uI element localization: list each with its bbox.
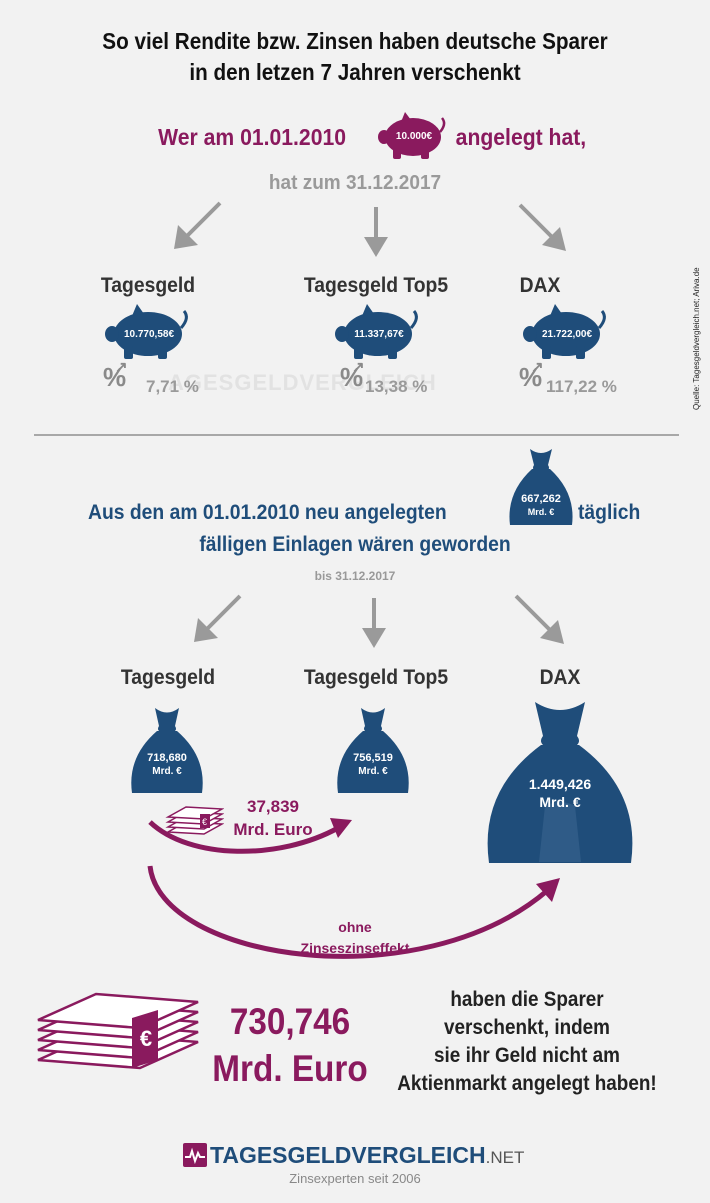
logo: TAGESGELDVERGLEICH.NET	[210, 1142, 524, 1169]
percent-icon: % ↗	[340, 359, 365, 392]
s2-label-tagesgeld: Tagesgeld	[120, 666, 216, 689]
s1-label-tagesgeld: Tagesgeld	[100, 274, 196, 297]
arrow-left-icon	[174, 201, 222, 249]
logo-tagline: Zinsexperten seit 2006	[289, 1171, 421, 1186]
s2-subline: bis 31.12.2017	[314, 569, 396, 583]
piggy-bank-tagesgeld-icon: 10.770,58€	[102, 302, 192, 362]
bottom-line-2: verschenkt, indem	[444, 1016, 610, 1039]
bottom-line-1: haben die Sparer	[450, 988, 604, 1011]
s2-amount-tagesgeld: 718,680	[147, 752, 187, 764]
arrow-right-icon	[514, 594, 564, 644]
piggy-bank-top5-icon: 11.337,67€	[332, 302, 422, 362]
piggy-bank-dax-icon: 21.722,00€	[520, 302, 610, 362]
s1-amount-tagesgeld: 10.770,58€	[123, 329, 175, 340]
money-sack-icon: 667,262 Mrd. €	[508, 445, 574, 529]
s1-amount-top5: 11.337,67€	[354, 329, 404, 340]
bottom-line-4: Aktienmarkt angelegt haben!	[397, 1072, 657, 1095]
money-sack-tagesgeld-icon: 718,680 Mrd. €	[130, 704, 204, 796]
s1-label-top5: Tagesgeld Top5	[303, 274, 449, 297]
logo-name: TAGESGELDVERGLEICH	[210, 1142, 486, 1168]
bottom-line-3: sie ihr Geld nicht am	[434, 1044, 620, 1067]
euro-icon: €	[139, 1026, 153, 1051]
bottom-unit: Mrd. Euro	[212, 1048, 368, 1089]
s1-percent-dax: 117,22 %	[546, 377, 617, 396]
money-sack-dax-icon: 1.449,426 Mrd. €	[485, 696, 635, 866]
piggy-bank-icon: 10.000€	[375, 110, 447, 162]
arrow-head-small	[330, 818, 352, 838]
percent-icon: % ↗	[519, 359, 544, 392]
arrows-top	[174, 201, 566, 257]
s1-percent-top5: 13,38 %	[365, 377, 428, 396]
s2-line1-before: Aus den am 01.01.2010 neu angelegten	[88, 501, 447, 524]
diff-unit: Mrd. Euro	[233, 820, 313, 839]
s2-unit-top5: Mrd. €	[358, 766, 388, 777]
money-sack-top5-icon: 756,519 Mrd. €	[336, 704, 410, 796]
diff-amount: 37,839	[247, 797, 299, 816]
intro-before: Wer am 01.01.2010	[158, 124, 347, 150]
title-line-1: So viel Rendite bzw. Zinsen haben deutsc…	[102, 28, 608, 54]
money-stack-large-icon: €	[32, 988, 202, 1078]
logo-icon	[183, 1143, 207, 1167]
no-interest-line1: ohne	[338, 919, 372, 935]
arrows-middle	[194, 594, 564, 648]
money-stack-small-icon: €	[164, 806, 225, 838]
arrow-right-icon	[518, 203, 566, 251]
divider	[34, 434, 679, 436]
s2-sack-amount: 667,262	[521, 493, 561, 505]
pig-amount: 10.000€	[395, 131, 433, 142]
s2-unit-dax: Mrd. €	[539, 794, 581, 810]
s2-label-top5: Tagesgeld Top5	[303, 666, 449, 689]
s2-amount-top5: 756,519	[353, 752, 393, 764]
title-line-2: in den letzen 7 Jahren verschenkt	[189, 59, 521, 85]
no-interest-line2: Zinseszinseffekt	[300, 940, 410, 956]
s1-percent-tagesgeld: 7,71 %	[146, 377, 199, 396]
s2-amount-dax: 1.449,426	[528, 776, 592, 792]
page-title: So viel Rendite bzw. Zinsen haben deutsc…	[36, 26, 675, 88]
arrow-down-icon	[364, 207, 388, 257]
bottom-text: haben die Sparer verschenkt, indem sie i…	[379, 986, 676, 1098]
percent-icon: % ↗	[103, 359, 128, 392]
s1-amount-dax: 21.722,00€	[541, 329, 593, 340]
s2-sack-unit: Mrd. €	[527, 507, 555, 517]
curved-arrow-small	[148, 820, 340, 854]
arrow-head-large	[536, 878, 560, 902]
arrow-left-icon	[194, 594, 242, 642]
s2-unit-tagesgeld: Mrd. €	[152, 766, 182, 777]
logo-suffix: .NET	[485, 1148, 525, 1167]
svg-text:€: €	[202, 817, 207, 827]
curved-arrow-large	[147, 865, 550, 959]
subline-date: hat zum 31.12.2017	[268, 172, 442, 194]
s2-line1-after: täglich	[578, 501, 641, 524]
s1-label-dax: DAX	[519, 274, 561, 297]
arrow-down-icon	[362, 598, 386, 648]
watermark: AGESGELDVERGLEICH	[168, 370, 437, 395]
s2-label-dax: DAX	[539, 666, 581, 689]
bottom-amount: 730,746	[229, 1001, 351, 1042]
s2-line2: fälligen Einlagen wären geworden	[199, 533, 511, 556]
intro-after: angelegt hat,	[455, 124, 587, 150]
